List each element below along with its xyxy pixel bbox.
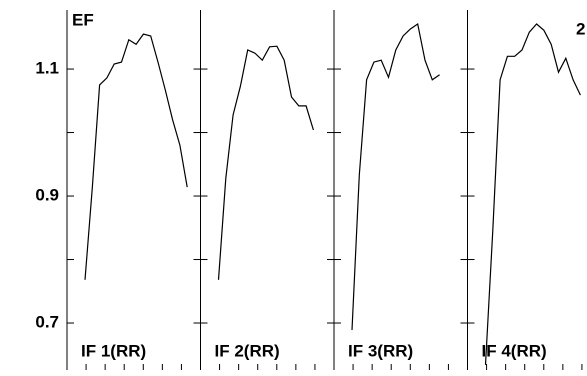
- y-tick-label: 0.9: [35, 186, 59, 205]
- y-tick-label: 0.7: [35, 313, 59, 332]
- data-line: [484, 23, 581, 365]
- corner-label: 2: [576, 19, 585, 38]
- data-line: [84, 33, 188, 280]
- panel-label: IF 2(RR): [215, 341, 280, 360]
- data-line: [217, 45, 314, 280]
- panel-label: IF 3(RR): [348, 341, 413, 360]
- y-axis-label: EF: [72, 10, 94, 29]
- panel-label: IF 4(RR): [482, 341, 547, 360]
- data-line: [351, 22, 440, 331]
- y-tick-label: 1.1: [35, 59, 59, 78]
- panel-label: IF 1(RR): [81, 341, 146, 360]
